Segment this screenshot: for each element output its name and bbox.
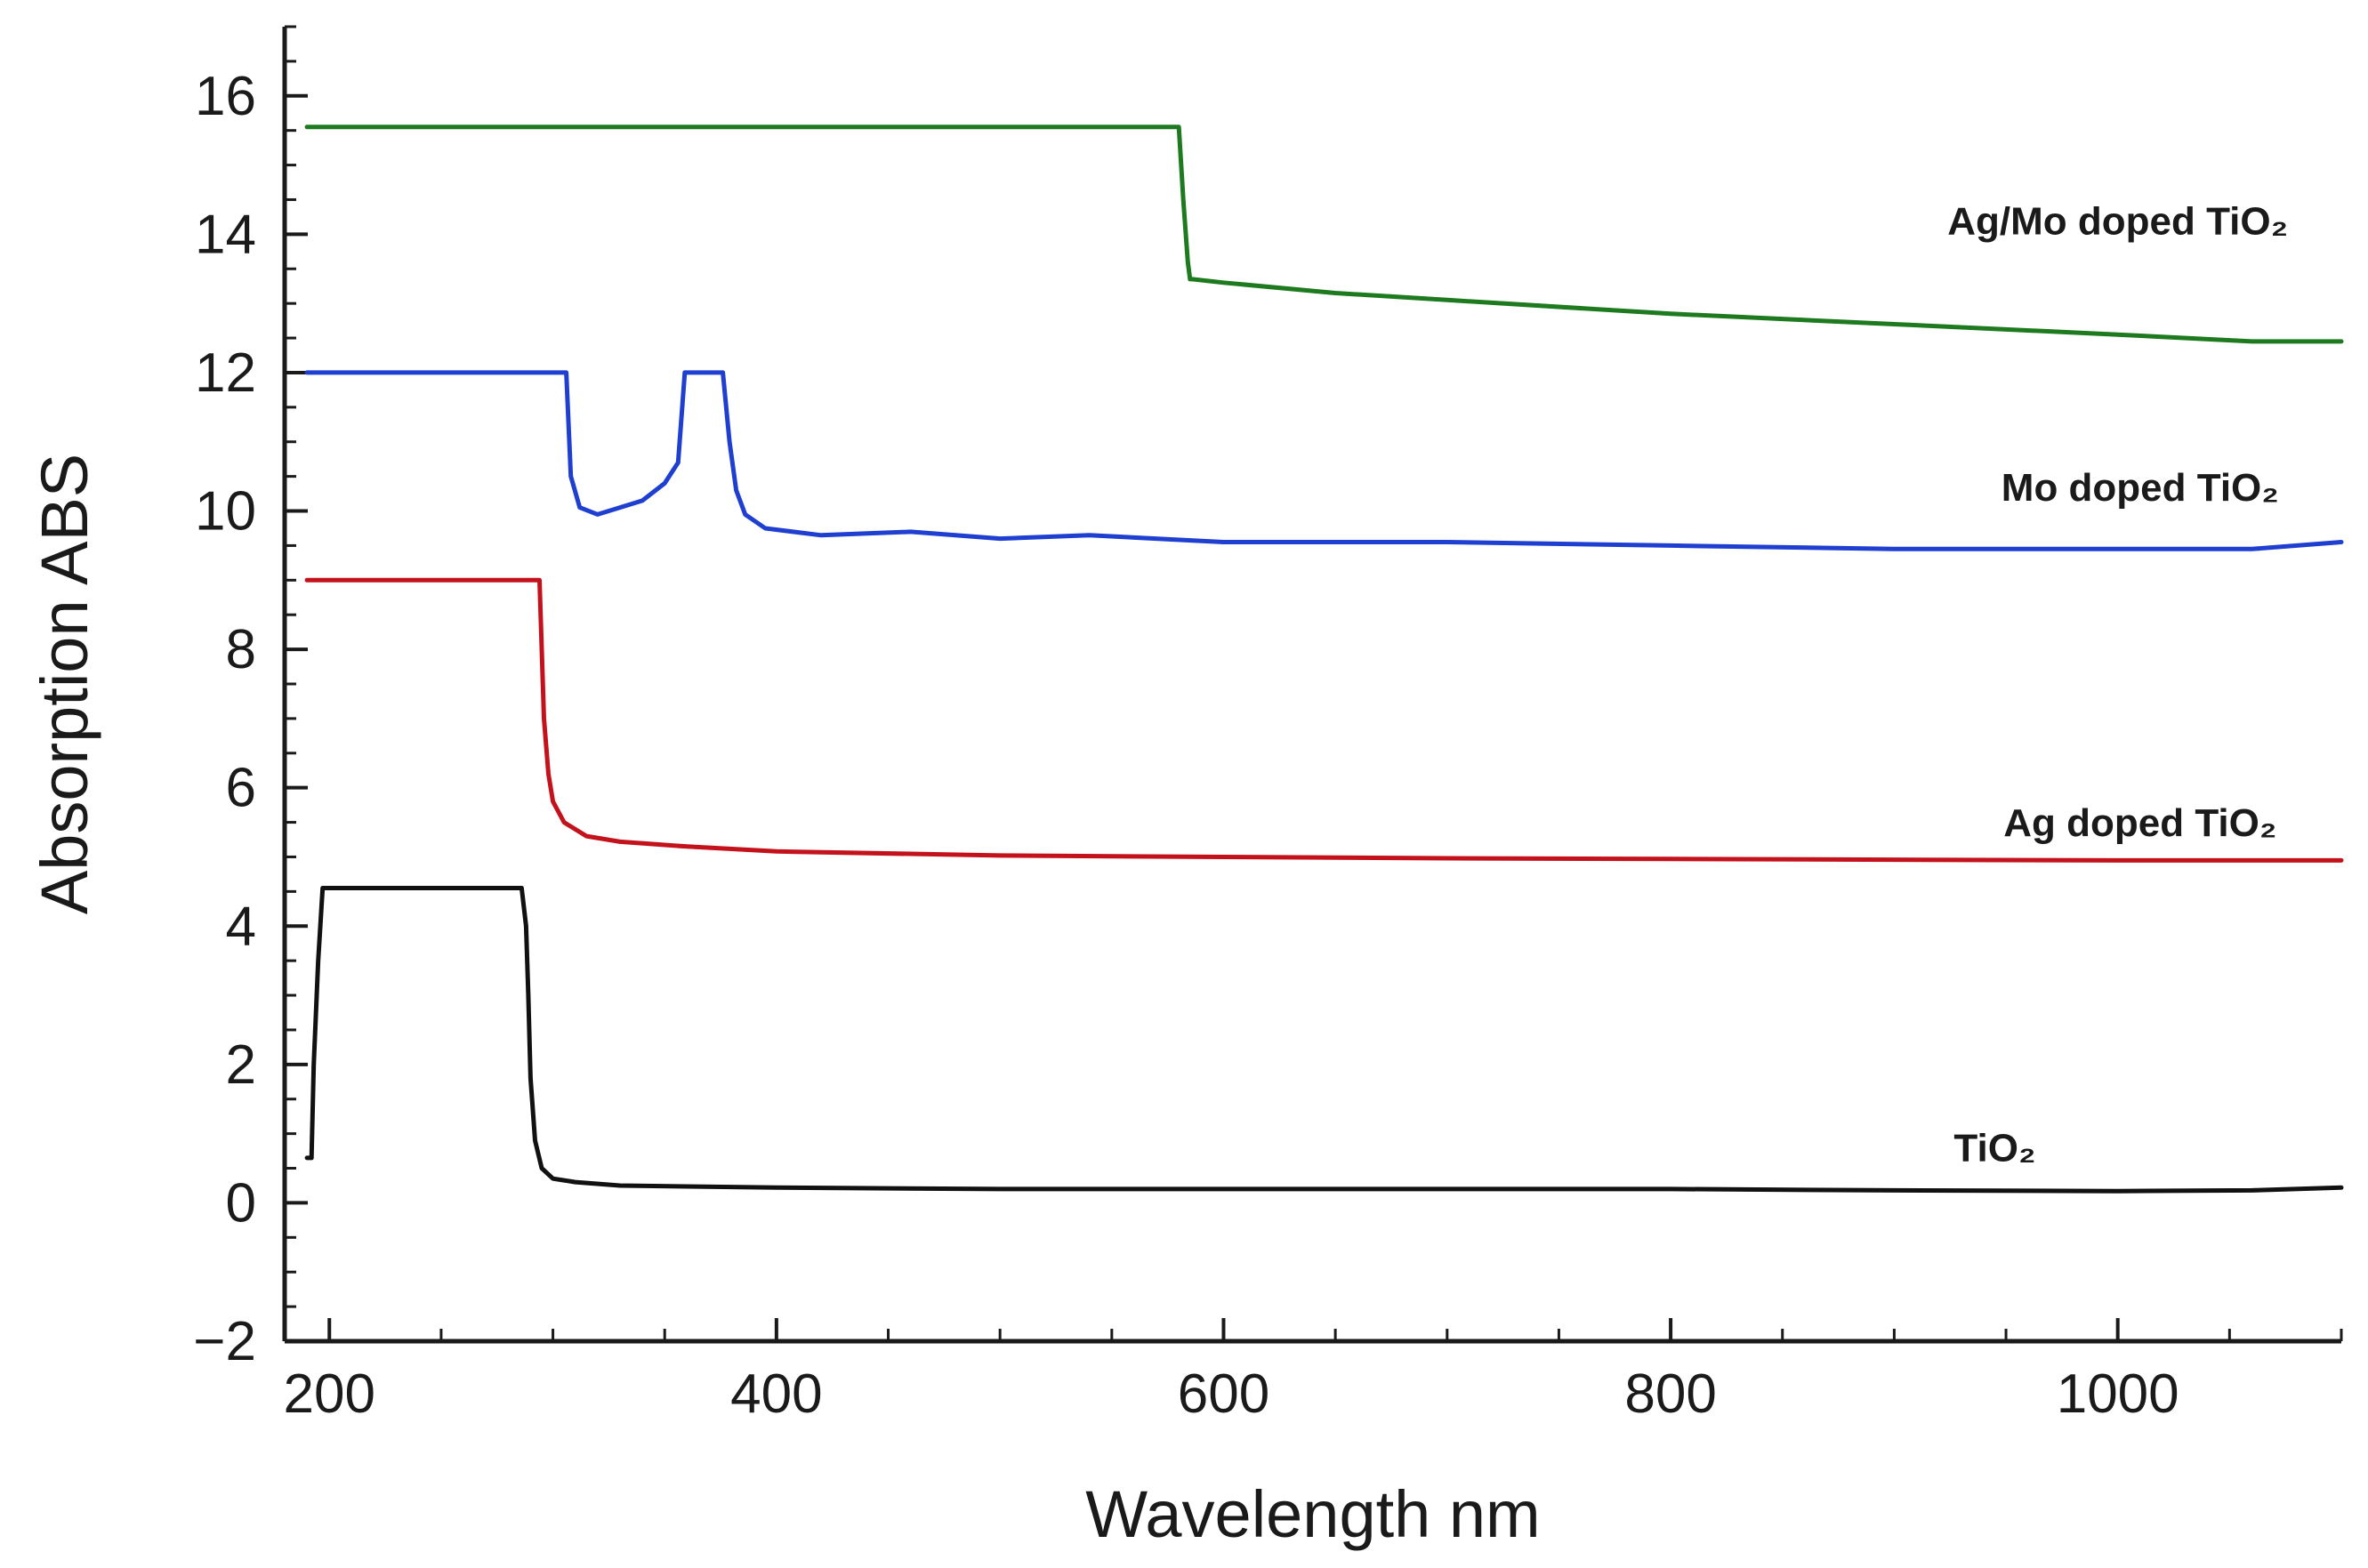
series-line-ag-mo-doped-tio [304,125,2344,344]
x-tick-label: 200 [284,1363,375,1425]
x-tick-label: 400 [730,1363,822,1425]
y-tick-label: 10 [195,481,256,543]
y-tick-label: 8 [226,619,256,680]
series-lines [304,125,2344,1194]
y-tick-label: 0 [226,1172,256,1234]
series-line-ag-doped-tio [304,577,2344,863]
y-tick-label: 12 [195,342,256,404]
series-labels: Ag/Mo doped TiO₂ Mo doped TiO₂ Ag doped Ti… [1947,199,2288,1170]
series-line-mo-doped-tio [304,370,2344,551]
y-tick-label: 16 [195,66,256,127]
series-label-tio: TiO₂ [1953,1127,2035,1170]
y-tick-label: 2 [226,1034,256,1096]
y-tick-label: 4 [226,896,256,957]
y-axis-title: Absorption ABS [28,454,101,914]
series-line-tio [304,886,2344,1194]
series-label-ag-mo-doped-tio: Ag/Mo doped TiO₂ [1947,199,2288,243]
series-label-mo-doped-tio: Mo doped TiO₂ [2002,466,2279,510]
y-tick-label: 14 [195,204,256,265]
y-tick-label: −2 [193,1311,256,1372]
x-tick-label: 800 [1624,1363,1716,1425]
y-tick-label: 6 [226,758,256,819]
ticks: 200 400 600 800 1000 −2 0 2 4 6 8 10 12 14 16 [193,25,2343,1425]
x-axis-title: Wavelength nm [1085,1477,1540,1551]
series-label-ag-doped-tio: Ag doped TiO₂ [2003,801,2276,845]
x-tick-label: 1000 [2057,1363,2179,1425]
x-tick-label: 600 [1178,1363,1269,1425]
